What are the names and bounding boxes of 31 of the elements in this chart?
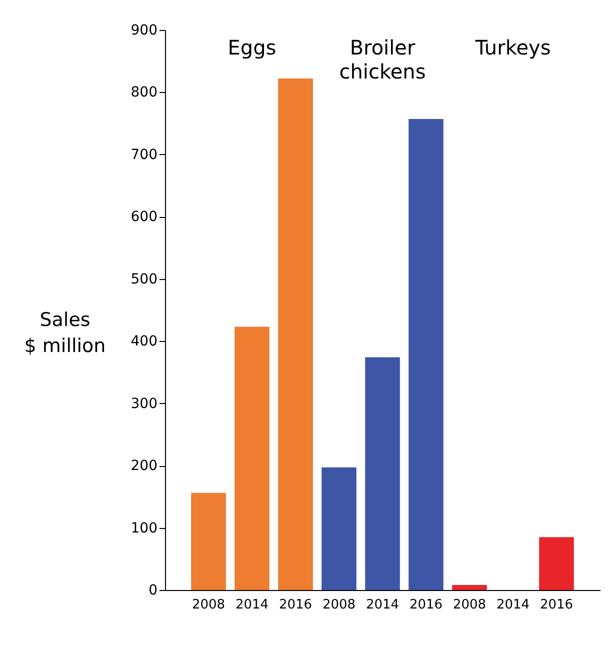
x-tick-label: 2014 (496, 598, 530, 612)
y-tick-label: 800 (130, 84, 158, 101)
x-tick-label: 2016 (409, 598, 443, 612)
x-tick-label: 2016 (278, 598, 312, 612)
bar (234, 326, 270, 590)
bar (365, 357, 400, 590)
bar (322, 467, 356, 590)
y-tick-label: 500 (130, 271, 158, 288)
bar (452, 585, 487, 590)
bar (278, 78, 313, 590)
x-tick-label: 2014 (366, 598, 400, 612)
annotation: Eggs (228, 35, 276, 60)
y-axis-title: Sales $ million (24, 309, 106, 357)
y-tick-label: 300 (130, 396, 158, 412)
x-tick-label: 2008 (322, 598, 356, 612)
y-tick-label: 0 (148, 582, 158, 598)
y-tick-label: 100 (130, 520, 158, 536)
y-tick-label: 900 (130, 22, 158, 38)
y-tick-label: 600 (130, 209, 158, 226)
bar (539, 537, 574, 590)
x-tick-label: 2008 (452, 598, 486, 612)
annotation: Broiler chickens (339, 35, 426, 84)
x-tick-label: 2014 (235, 598, 269, 612)
x-tick-label: 2016 (540, 598, 574, 612)
y-tick-label: 200 (130, 458, 158, 474)
y-tick-label: 700 (130, 146, 158, 163)
x-tick-label: 2008 (192, 598, 226, 612)
bar (191, 492, 226, 590)
y-tick-label: 400 (130, 334, 158, 350)
bar (408, 118, 444, 590)
annotation: Turkeys (474, 35, 551, 60)
